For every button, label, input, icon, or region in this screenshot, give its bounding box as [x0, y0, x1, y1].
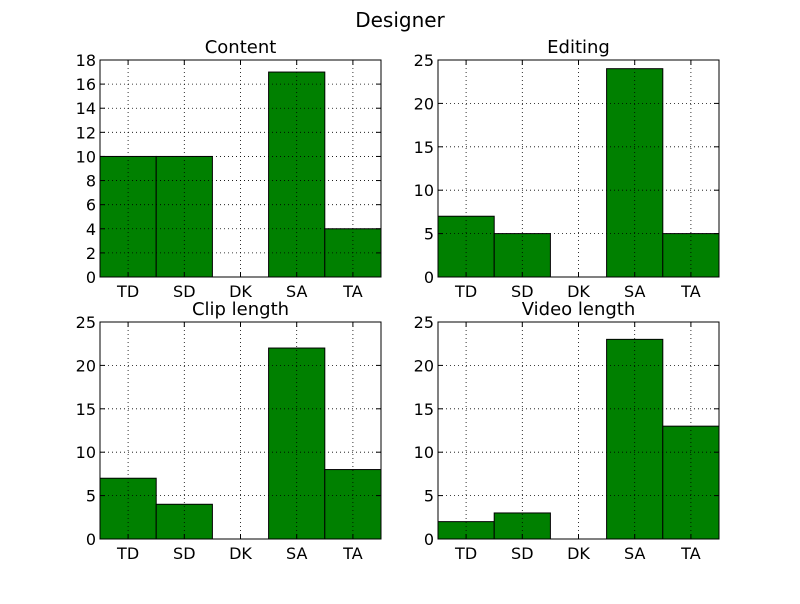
y-tick-label: 20	[414, 94, 434, 113]
x-tick-label-sd: SD	[173, 544, 195, 563]
subplot-editing: 0 5 10 15 20 25 TD SD DK SA TA Editing	[414, 37, 720, 301]
y-tick-label: 2	[86, 244, 96, 263]
y-tick-label: 10	[414, 443, 434, 462]
y-tick-label: 0	[86, 268, 96, 287]
figure-title: Designer	[355, 8, 445, 32]
x-tick-label-ta: TA	[342, 544, 363, 563]
y-tick-label: 8	[86, 172, 96, 191]
bar-td	[99, 477, 157, 540]
y-tick-label: 0	[424, 530, 434, 549]
subplot-title: Editing	[547, 37, 610, 58]
y-tick-label: 10	[76, 443, 96, 462]
subplot-video-length: 0 5 10 15 20 25 TD SD DK SA TA Video length	[414, 299, 720, 563]
y-tick-label: 15	[414, 400, 434, 419]
y-tick-label: 10	[414, 181, 434, 200]
x-tick-label-ta: TA	[680, 544, 701, 563]
y-tick-label: 25	[414, 51, 434, 70]
y-tick-label: 0	[424, 268, 434, 287]
bar-sa	[268, 347, 326, 540]
y-tick-label: 5	[424, 225, 434, 244]
y-tick-label: 15	[76, 400, 96, 419]
subplot-title: Video length	[522, 299, 636, 320]
y-tick-label: 18	[76, 51, 96, 70]
x-tick-label-ta: TA	[342, 282, 363, 301]
y-tick-label: 0	[86, 530, 96, 549]
y-tick-label: 12	[76, 123, 96, 142]
x-tick-label-td: TD	[116, 282, 139, 301]
bar-td	[437, 215, 495, 278]
y-tick-label: 16	[76, 75, 96, 94]
x-tick-label-sa: SA	[624, 282, 645, 301]
x-tick-label-sd: SD	[173, 282, 195, 301]
bar-sd	[155, 503, 213, 540]
subplot-title: Content	[205, 37, 277, 58]
bar-sa	[606, 338, 664, 540]
y-tick-label: 6	[86, 196, 96, 215]
x-tick-label-td: TD	[116, 544, 139, 563]
x-tick-label-sa: SA	[286, 282, 307, 301]
bar-ta	[324, 469, 382, 540]
y-tick-label: 25	[76, 313, 96, 332]
y-tick-label: 5	[424, 487, 434, 506]
y-tick-label: 4	[86, 220, 96, 239]
y-tick-label: 5	[86, 487, 96, 506]
y-tick-label: 20	[414, 356, 434, 375]
y-tick-label: 15	[414, 138, 434, 157]
y-tick-label: 20	[76, 356, 96, 375]
y-tick-label: 25	[414, 313, 434, 332]
subplot-content: 0 2 4 6 8 10 12 14 16 18 TD SD DK SA TA Content	[76, 37, 382, 301]
x-tick-label-dk: DK	[567, 282, 590, 301]
x-tick-label-sa: SA	[624, 544, 645, 563]
x-tick-label-dk: DK	[229, 544, 252, 563]
x-tick-label-sd: SD	[511, 544, 533, 563]
x-tick-label-dk: DK	[229, 282, 252, 301]
x-tick-label-dk: DK	[567, 544, 590, 563]
x-tick-label-sd: SD	[511, 282, 533, 301]
x-tick-label-td: TD	[454, 282, 477, 301]
y-tick-label: 10	[76, 147, 96, 166]
y-tick-label: 14	[76, 99, 96, 118]
subplot-clip-length: 0 5 10 15 20 25 TD SD DK SA TA Clip length	[76, 299, 382, 563]
x-tick-label-sa: SA	[286, 544, 307, 563]
x-tick-label-td: TD	[454, 544, 477, 563]
x-tick-label-ta: TA	[680, 282, 701, 301]
bar-sa	[268, 71, 326, 278]
subplot-title: Clip length	[192, 299, 289, 320]
